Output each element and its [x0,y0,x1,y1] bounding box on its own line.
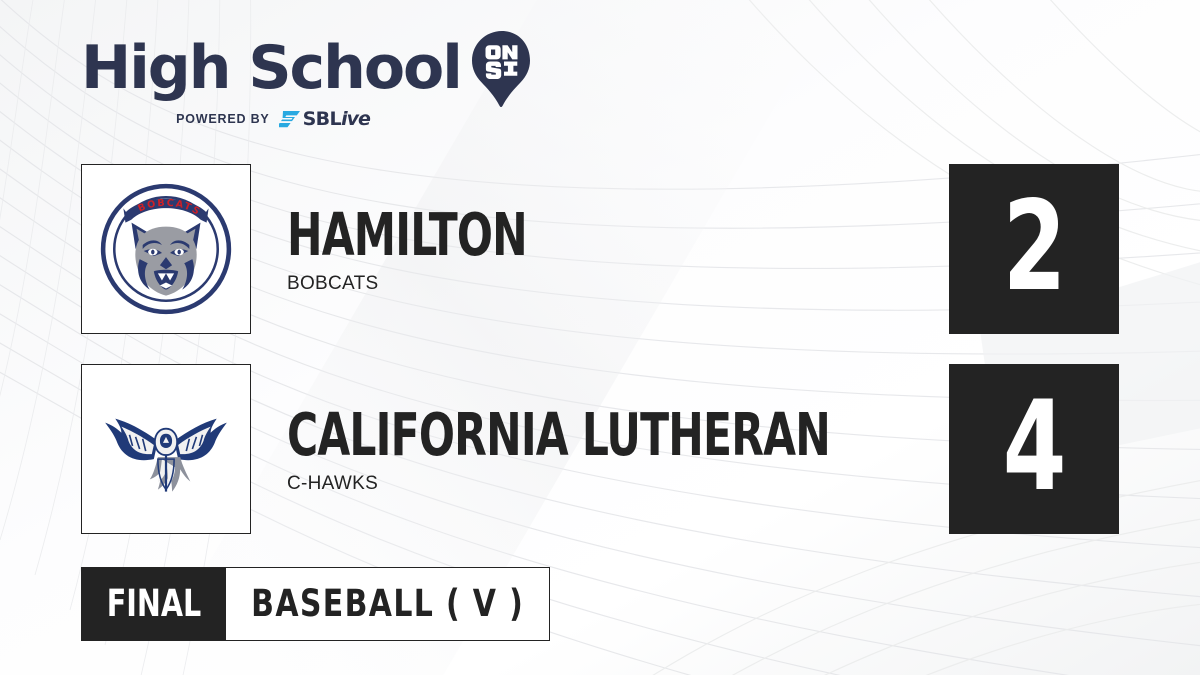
status-badge: FINAL [81,567,226,641]
away-score-box: 2 [949,164,1119,334]
away-team-logo-box: BOBCATS [81,164,251,334]
hawk-wings-spread-icon [105,418,227,492]
away-team-name: HAMILTON [287,200,528,269]
away-score-value: 2 [1002,175,1067,319]
sblive-wordmark: SBLive [302,107,371,130]
brand-lockup: High School POWERED BY [81,31,530,137]
onsi-pin-icon [470,30,534,108]
away-team-info: HAMILTON BOBCATS [287,205,907,295]
home-team-mascot: C-HAWKS [287,473,379,494]
sport-label: BASEBALL ( V ) [250,582,524,625]
home-team-info: CALIFORNIA LUTHERAN C-HAWKS [287,405,907,495]
home-score-box: 4 [949,364,1119,534]
page-title: High School [81,33,463,103]
sport-label-panel: BASEBALL ( V ) [226,567,550,641]
powered-by-row: POWERED BY SBLive [123,108,423,130]
home-score-value: 4 [1002,375,1067,519]
game-status-bar: FINAL BASEBALL ( V ) [81,567,550,641]
powered-by-label: POWERED BY [176,112,270,126]
sblive-italic-part: ive [341,107,371,130]
home-team-logo-box [81,364,251,534]
status-state-label: FINAL [106,582,201,625]
home-team-name: CALIFORNIA LUTHERAN [287,400,831,469]
bobcat-head-circle-icon: BOBCATS [100,183,232,315]
brand-title-row: High School [81,31,530,107]
sblive-swoosh-icon [278,110,301,129]
away-team-mascot: BOBCATS [287,273,379,294]
sblive-bold-part: SBL [302,107,342,130]
